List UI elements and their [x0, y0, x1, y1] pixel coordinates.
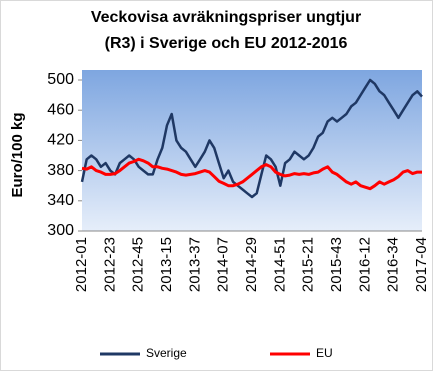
- y-tick-label: 300: [47, 222, 74, 239]
- y-tick-label: 340: [47, 192, 74, 209]
- x-tick-label: 2014-51: [271, 237, 288, 292]
- x-tick-label: 2016-34: [385, 237, 402, 292]
- x-tick-label: 2012-01: [73, 237, 90, 292]
- y-tick-label: 500: [47, 71, 74, 88]
- x-tick-label: 2016-12: [356, 237, 373, 292]
- x-tick-label: 2014-29: [243, 237, 260, 292]
- x-tick-label: 2012-23: [101, 237, 118, 292]
- legend-label: EU: [316, 346, 333, 360]
- y-tick-label: 380: [47, 162, 74, 179]
- y-axis-label: Euro/100 kg: [9, 112, 26, 197]
- y-tick-label: 420: [47, 132, 74, 149]
- x-tick-label: 2017-04: [413, 237, 430, 292]
- x-tick-label: 2013-15: [158, 237, 175, 292]
- x-tick-label: 2015-21: [300, 237, 317, 292]
- legend-label: Sverige: [146, 346, 187, 360]
- x-tick-label: 2014-07: [215, 237, 232, 292]
- series-line: [81, 157, 422, 191]
- x-tick-label: 2013-37: [186, 237, 203, 292]
- x-tick-label: 2015-43: [328, 237, 345, 292]
- plot-area: [82, 70, 422, 231]
- y-tick-label: 460: [47, 101, 74, 118]
- chart-title: Veckovisa avräkningspriser ungtjur: [91, 9, 361, 26]
- series-line: [80, 78, 423, 199]
- x-tick-label: 2012-45: [130, 237, 147, 292]
- chart-title: (R3) i Sverige och EU 2012-2016: [105, 35, 348, 52]
